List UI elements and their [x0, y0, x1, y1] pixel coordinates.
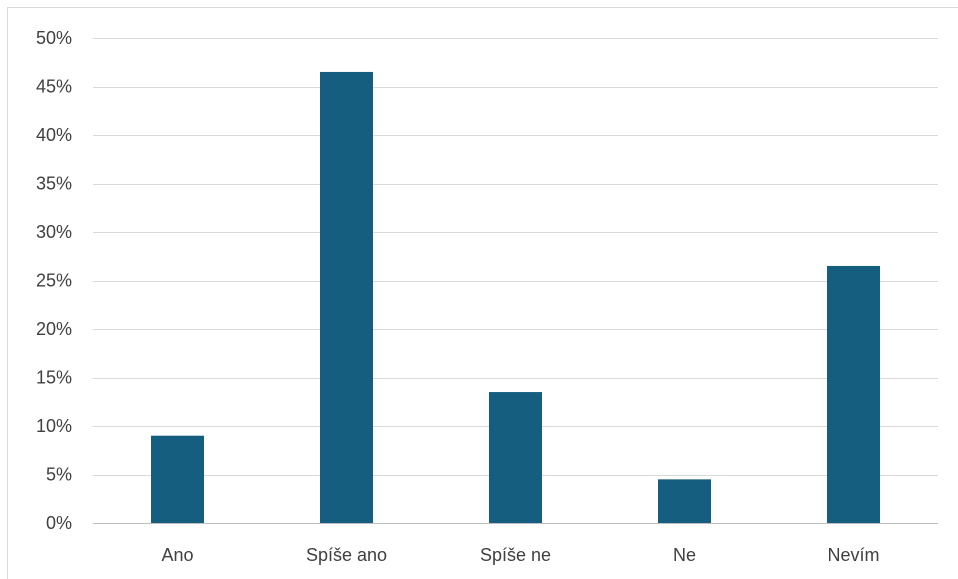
y-tick-label: 45% — [36, 77, 72, 97]
y-tick-label: 10% — [36, 416, 72, 436]
x-tick-label: Ano — [161, 545, 193, 565]
x-axis-tick-labels: Ano Spíše ano Spíše ne Ne Nevím — [161, 545, 879, 565]
bar — [827, 265, 880, 523]
y-tick-label: 5% — [46, 465, 72, 485]
bar — [489, 392, 542, 523]
y-tick-label: 50% — [36, 28, 72, 48]
x-tick-label: Spíše ano — [306, 545, 387, 565]
y-tick-label: 20% — [36, 319, 72, 339]
y-axis-tick-labels: 0% 5% 10% 15% 20% 25% 30% 35% 40% 45% 50% — [36, 28, 72, 533]
x-tick-label: Ne — [673, 545, 696, 565]
x-tick-label: Spíše ne — [480, 545, 551, 565]
bars — [151, 71, 880, 523]
y-tick-label: 25% — [36, 271, 72, 291]
y-tick-label: 0% — [46, 513, 72, 533]
y-tick-label: 35% — [36, 174, 72, 194]
y-tick-label: 15% — [36, 368, 72, 388]
y-tick-label: 40% — [36, 125, 72, 145]
bar — [658, 479, 711, 523]
bar — [151, 435, 204, 523]
y-tick-label: 30% — [36, 222, 72, 242]
x-tick-label: Nevím — [827, 545, 879, 565]
bar — [320, 71, 373, 523]
